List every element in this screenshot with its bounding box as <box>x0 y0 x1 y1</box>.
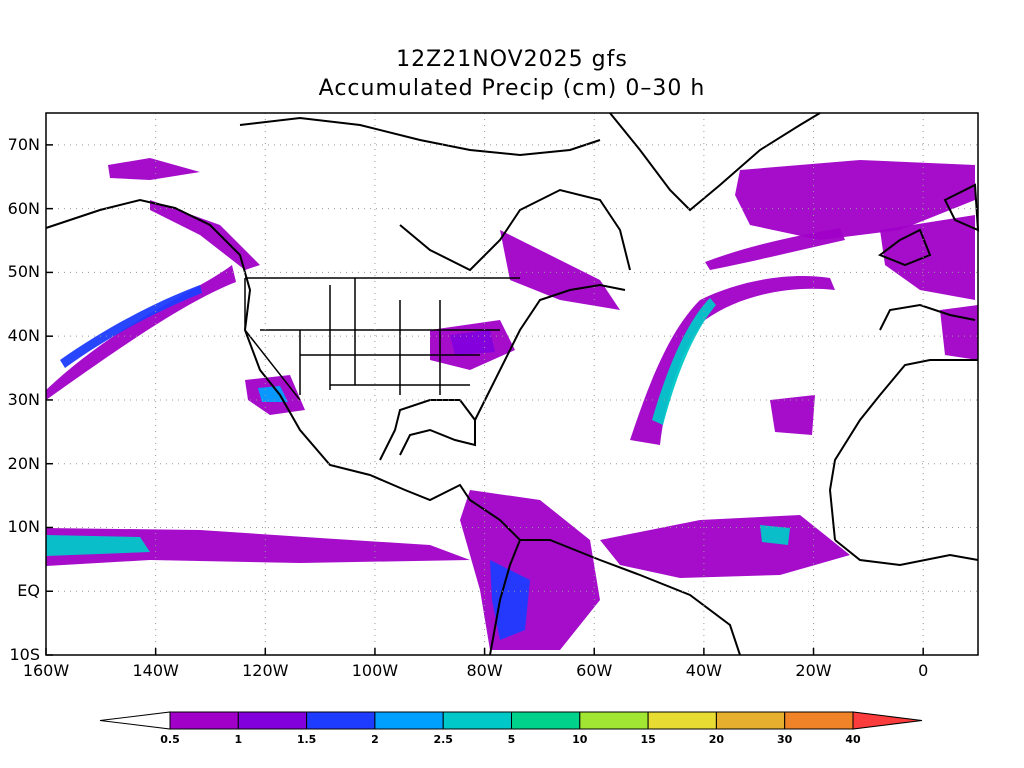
lon-label: 20W <box>795 661 832 680</box>
coastline <box>474 283 626 421</box>
precip-area <box>500 230 620 310</box>
colorbar-box <box>374 711 444 730</box>
precip-area <box>46 265 236 400</box>
colorbar-label: 15 <box>640 733 656 746</box>
colorbar-label: 2.5 <box>433 733 453 746</box>
precip-area <box>880 215 975 300</box>
coastlines <box>45 112 980 656</box>
precip-area <box>770 395 815 435</box>
lat-label: 10N <box>7 517 40 537</box>
colorbar-label: 5 <box>507 733 516 746</box>
colorbar-box <box>647 711 717 730</box>
lat-label: 10S <box>9 645 40 664</box>
colorbar-box <box>169 711 239 730</box>
colorbar-box <box>306 711 376 730</box>
colorbar-low-arrow <box>99 711 171 730</box>
colorbar-box <box>579 711 649 730</box>
lon-label: 0 <box>918 661 929 680</box>
colorbar-label: 1.5 <box>296 733 317 746</box>
precip-area <box>652 298 716 425</box>
precip-area <box>108 158 200 180</box>
precip-area <box>630 276 835 445</box>
map-title: 12Z21NOV2025 gfs <box>396 47 628 72</box>
precip-area <box>60 285 202 368</box>
colorbar-box <box>715 711 786 730</box>
colorbar-box <box>237 711 308 730</box>
lon-label: 120W <box>242 661 289 680</box>
coastline <box>877 228 932 267</box>
precip-area <box>150 200 260 270</box>
coastline <box>828 359 978 541</box>
lat-label: 70N <box>7 134 40 154</box>
precip-area <box>490 560 530 640</box>
lon-label: 160W <box>22 661 70 680</box>
colorbar-label: 20 <box>708 733 725 746</box>
precip-area <box>46 535 150 556</box>
lon-label: 100W <box>351 661 399 680</box>
colorbar-label: 1 <box>234 733 243 746</box>
lon-label: 60W <box>576 661 613 680</box>
coastline <box>489 539 521 656</box>
colorbar-label: 0.5 <box>160 733 180 746</box>
colorbar-box <box>511 711 581 730</box>
colorbar-label: 10 <box>572 733 588 746</box>
coastline <box>399 188 631 272</box>
precip-area <box>760 525 790 545</box>
precip-area <box>705 228 845 270</box>
colorbar-box <box>784 711 854 730</box>
lat-label: 20N <box>7 453 40 473</box>
coastline <box>609 112 821 212</box>
lon-label: 80W <box>466 661 503 680</box>
lat-label: 30N <box>7 389 40 409</box>
coastline <box>45 198 741 656</box>
lon-label: 40W <box>685 661 722 680</box>
lat-label: EQ <box>17 581 40 601</box>
lon-label: 140W <box>132 661 179 680</box>
map-subtitle: Accumulated Precip (cm) 0–30 h <box>318 76 706 101</box>
precip-shading <box>46 158 978 650</box>
map-frame <box>45 112 979 656</box>
coastline <box>834 539 979 567</box>
lat-label: 40N <box>7 326 40 346</box>
state-borders <box>244 277 520 401</box>
colorbar-label: 2 <box>371 733 379 746</box>
precip-area <box>450 330 495 355</box>
lat-label: 50N <box>7 262 40 282</box>
axis-ticks <box>45 144 924 656</box>
colorbar-box <box>442 711 513 730</box>
precip-area <box>735 160 975 240</box>
precip-area <box>46 528 470 566</box>
colorbar-label: 40 <box>845 733 861 746</box>
colorbar-label: 30 <box>777 733 793 746</box>
state-lines <box>244 277 520 401</box>
coastline <box>239 116 601 157</box>
coastline <box>879 303 976 331</box>
lat-label: 60N <box>7 198 40 218</box>
colorbar-high-arrow <box>852 711 923 730</box>
